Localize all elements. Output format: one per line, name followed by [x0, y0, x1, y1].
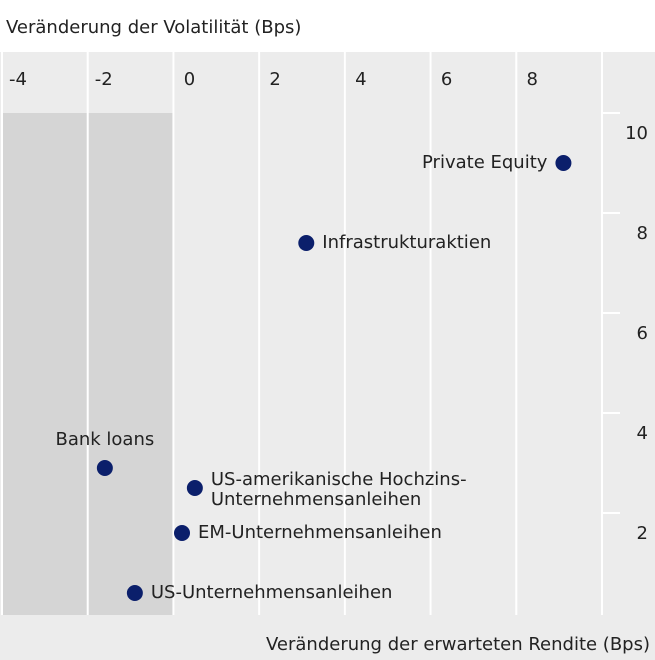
point-label: Bank loans	[55, 429, 154, 450]
x-tick-label: 4	[355, 69, 366, 90]
y-tick-label: 4	[637, 423, 648, 444]
point-label: EM-Unternehmensanleihen	[198, 522, 442, 543]
point-label: US-Unternehmensanleihen	[151, 582, 393, 603]
point-label: Unternehmensanleihen	[211, 489, 422, 510]
x-tick-label: 8	[527, 69, 538, 90]
y-tick-label: 6	[637, 323, 648, 344]
y-tick-label: 10	[625, 123, 648, 144]
y-tick-label: 2	[637, 523, 648, 544]
x-tick-label: -4	[9, 69, 27, 90]
point-label: Private Equity	[422, 152, 548, 173]
x-axis-label: Veränderung der Volatilität (Bps)	[6, 17, 301, 38]
y-axis-label: Veränderung der erwarteten Rendite (Bps)	[266, 634, 650, 655]
x-tick-label: 2	[269, 69, 280, 90]
x-tick-label: 6	[441, 69, 452, 90]
x-tick-label: 0	[184, 69, 195, 90]
point	[174, 525, 190, 541]
point-label: Infrastrukturaktien	[322, 232, 491, 253]
point	[126, 585, 143, 601]
point	[555, 155, 572, 171]
point-label: US-amerikanische Hochzins-	[211, 469, 467, 490]
point	[298, 235, 315, 251]
x-tick-label: -2	[95, 69, 113, 90]
point	[186, 480, 203, 496]
point	[96, 460, 113, 476]
y-tick-label: 8	[637, 223, 648, 244]
